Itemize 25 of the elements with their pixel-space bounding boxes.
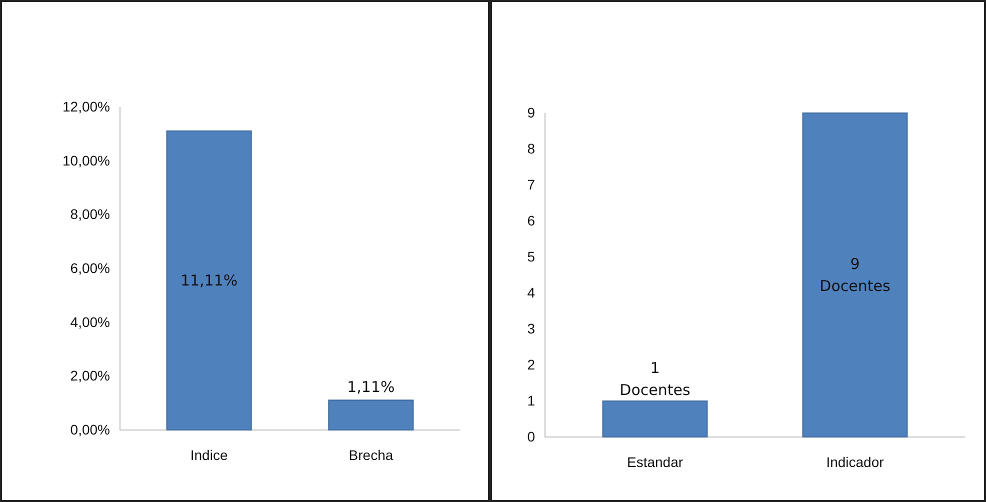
data-label: 1 Docentes [620, 359, 690, 399]
y-tick-label: 8 [527, 140, 536, 156]
y-tick-label: 12,00% [62, 98, 110, 114]
y-tick-label: 4 [527, 284, 536, 300]
y-tick-label: 10,00% [62, 152, 110, 168]
x-tick-label: Estandar [626, 454, 684, 470]
y-tick-label: 9 [527, 104, 536, 120]
y-tick-label: 4,00% [70, 314, 110, 330]
x-tick-label: Indice [190, 446, 228, 463]
data-label: 9 Docentes [820, 255, 890, 295]
y-tick-label: 5 [527, 248, 536, 264]
y-tick-label: 3 [527, 320, 536, 336]
data-label: 11,11% [180, 271, 238, 290]
y-tick-label: 7 [527, 176, 536, 192]
y-tick-label: 0 [527, 428, 536, 444]
y-tick-label: 2,00% [70, 368, 110, 384]
y-tick-label: 8,00% [70, 206, 110, 222]
x-tick-label: Brecha [348, 446, 394, 463]
y-tick-label: 6 [527, 212, 536, 228]
y-tick-label: 0,00% [70, 421, 110, 438]
data-label: 1,11% [347, 378, 395, 396]
y-tick-label: 2 [527, 356, 536, 372]
y-tick-label: 6,00% [70, 260, 110, 276]
y-tick-label: 1 [527, 392, 536, 408]
x-tick-label: Indicador [826, 454, 884, 470]
